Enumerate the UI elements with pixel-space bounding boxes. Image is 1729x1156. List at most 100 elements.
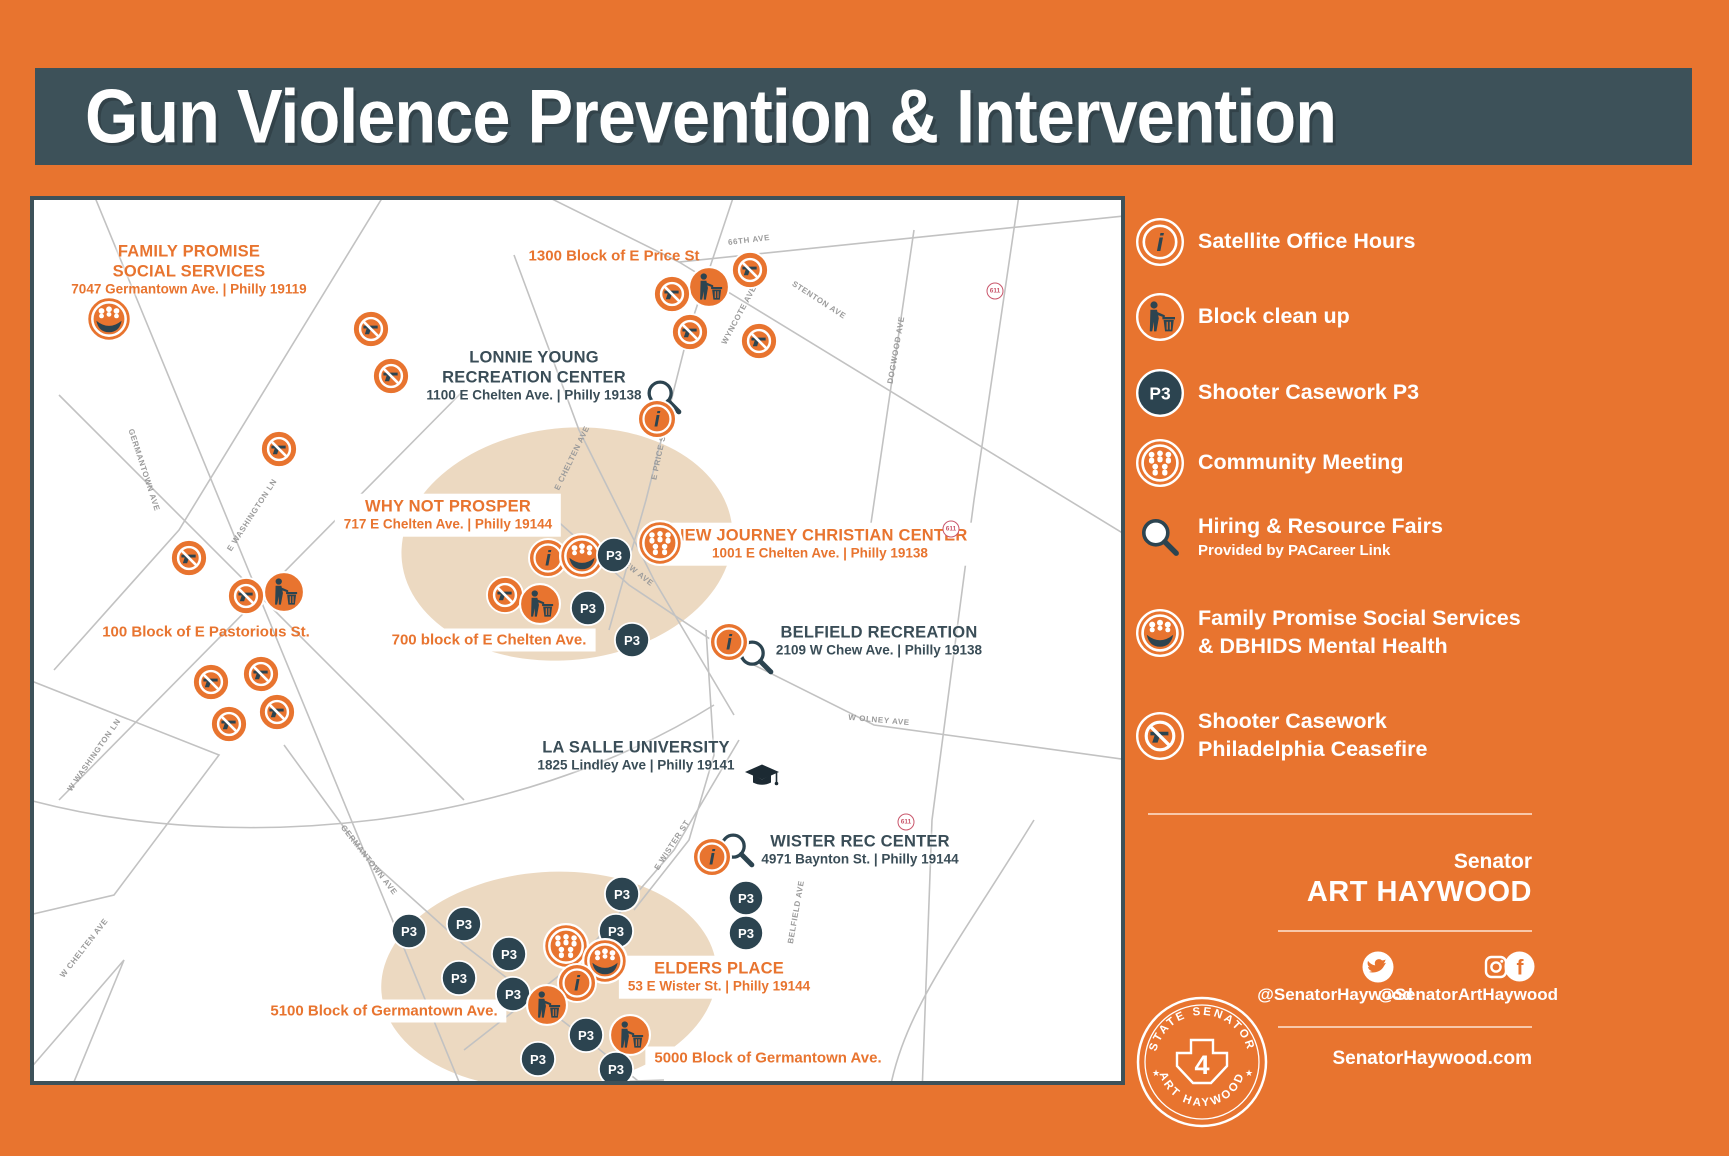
location-address: 4971 Baynton St. | Philly 19144	[761, 851, 959, 867]
nogun-marker	[670, 312, 710, 352]
location-name: FAMILY PROMISE	[117, 242, 261, 261]
community-icon	[1136, 439, 1184, 487]
location-name: LA SALLE UNIVERSITY	[542, 738, 730, 757]
block-label: 5100 Block of Germantown Ave.	[261, 999, 507, 1023]
location-label: FAMILY PROMISE SOCIAL SERVICES 7047 German…	[71, 242, 306, 299]
legend-item-community: Community Meeting	[1136, 439, 1403, 487]
senator-seal: STATE SENATOR ART HAYWOOD ★ ★ 4	[1135, 995, 1269, 1129]
block-label: 100 Block of E Pastorious St.	[102, 623, 310, 641]
block-label: 5000 Block of Germantown Ave.	[645, 1046, 891, 1070]
p3-marker	[728, 880, 764, 916]
location-name: LONNIE YOUNG	[469, 348, 599, 367]
location-label: WHY NOT PROSPER 717 E Chelten Ave. | Phil…	[334, 493, 562, 537]
location-label: NEW JOURNEY CHRISTIAN CENTER 1001 E Chelt…	[663, 522, 977, 566]
nogun-marker	[169, 538, 209, 578]
nogun-marker	[241, 654, 281, 694]
location-label: BELFIELD RECREATION 2109 W Chew Ave. | Ph…	[776, 623, 982, 660]
map-canvas: 66TH AVE STENTON AVE WYNCOTE AVE E PRICE ST…	[34, 200, 1121, 1081]
p3-marker	[490, 936, 527, 972]
title-bar: Gun Violence Prevention & Intervention	[35, 68, 1692, 165]
legend-label: Community Meeting	[1198, 450, 1404, 475]
block-label: 1300 Block of E Price St	[528, 247, 700, 265]
family-marker	[85, 295, 133, 343]
nogun-icon	[1136, 711, 1184, 760]
location-address: 2109 W Chew Ave. | Philly 19138	[775, 642, 983, 658]
senator-name: ART HAYWOOD	[1306, 876, 1532, 908]
legend-item-cleanup: Block clean up	[1136, 293, 1350, 341]
p3-marker	[570, 590, 606, 626]
p3-marker	[604, 876, 640, 912]
location-address: 717 E Chelten Ave. | Philly 19144	[343, 516, 553, 532]
location-address: 1100 E Chelten Ave. | Philly 19138	[426, 387, 642, 403]
legend-item-mag: Hiring & Resource Fairs Provided by PACar…	[1136, 513, 1443, 561]
twitter-icon	[1361, 950, 1395, 984]
p3-icon	[1136, 369, 1184, 417]
info-marker	[708, 621, 750, 663]
mag-icon	[1136, 513, 1184, 561]
legend-item-info: Satellite Office Hours	[1136, 218, 1415, 266]
legend-item-nogun: Shooter Casework Philadelphia Ceasefire	[1136, 708, 1427, 764]
nogun-marker	[371, 356, 411, 396]
nogun-marker	[739, 321, 779, 361]
cleanup-marker	[262, 570, 306, 614]
nogun-marker	[226, 576, 266, 616]
p3-marker	[440, 960, 478, 996]
page-title: Gun Violence Prevention & Intervention	[85, 74, 1337, 159]
svg-text:f: f	[1517, 957, 1525, 980]
nogun-marker	[730, 250, 770, 290]
legend-sublabel: Provided by PACareer Link	[1198, 542, 1391, 560]
legend-label: Family Promise Social Services & DBHIDS M…	[1198, 606, 1521, 658]
location-name: RECREATION CENTER	[442, 368, 626, 387]
seal-top-text: STATE SENATOR	[1147, 1006, 1254, 1053]
nogun-marker	[259, 429, 299, 469]
info-icon	[1136, 218, 1184, 266]
location-label: WISTER REC CENTER 4971 Baynton St. | Phil…	[761, 832, 958, 869]
cleanup-icon	[1136, 293, 1184, 341]
senator-label: Senator	[1453, 850, 1532, 873]
p3-marker	[445, 906, 483, 942]
divider	[1278, 930, 1532, 932]
location-name: ELDERS PLACE	[654, 959, 784, 978]
location-address: 1825 Lindley Ave | Philly 19141	[537, 757, 735, 773]
cleanup-marker	[525, 983, 569, 1026]
location-name: SOCIAL SERVICES	[112, 262, 266, 281]
location-address: 7047 Germantown Ave. | Philly 19119	[71, 281, 307, 297]
p3-marker	[520, 1041, 556, 1077]
divider	[1278, 1026, 1532, 1028]
nogun-marker	[191, 662, 231, 702]
gradcap-marker	[742, 756, 782, 796]
route-shield: 611	[897, 813, 915, 831]
meta-handle: @SenatorArtHaywood	[1378, 985, 1558, 1004]
legend-item-p3: Shooter Casework P3	[1136, 369, 1419, 417]
seal-star: ★	[1245, 1068, 1253, 1078]
legend-label: Satellite Office Hours	[1198, 229, 1416, 254]
twitter-handle: @SenatorHaywood	[1257, 985, 1413, 1004]
seal-number: 4	[1194, 1050, 1209, 1080]
nogun-marker	[209, 704, 249, 744]
p3-marker	[614, 622, 650, 658]
location-label: LONNIE YOUNG RECREATION CENTER 1100 E Chel…	[426, 348, 641, 405]
community-marker	[636, 519, 684, 567]
cleanup-marker	[687, 265, 731, 309]
block-label: 700 block of E Chelten Ave.	[382, 628, 596, 652]
legend-label: Block clean up	[1198, 304, 1350, 329]
map-panel: 66TH AVE STENTON AVE WYNCOTE AVE E PRICE ST…	[30, 196, 1125, 1085]
facebook-icon: f	[1504, 951, 1535, 982]
nogun-marker	[652, 274, 692, 314]
location-name: BELFIELD RECREATION	[780, 623, 978, 642]
route-shield: 611	[942, 520, 960, 538]
location-label: LA SALLE UNIVERSITY 1825 Lindley Ave | Ph…	[537, 738, 734, 775]
family-icon	[1136, 608, 1184, 657]
divider	[1148, 813, 1532, 815]
seal-star: ★	[1152, 1068, 1160, 1078]
p3-marker	[598, 1051, 634, 1081]
cleanup-marker	[608, 1013, 652, 1056]
p3-marker	[568, 1017, 604, 1053]
location-address: 1001 E Chelten Ave. | Philly 19138	[712, 545, 928, 561]
legend-label: Shooter Casework Philadelphia Ceasefire	[1198, 709, 1428, 761]
legend-label: Hiring & Resource Fairs Provided by PACar…	[1198, 514, 1443, 560]
legend-label: Shooter Casework P3	[1198, 380, 1420, 405]
p3-marker	[390, 913, 428, 949]
p3-marker	[596, 537, 632, 573]
